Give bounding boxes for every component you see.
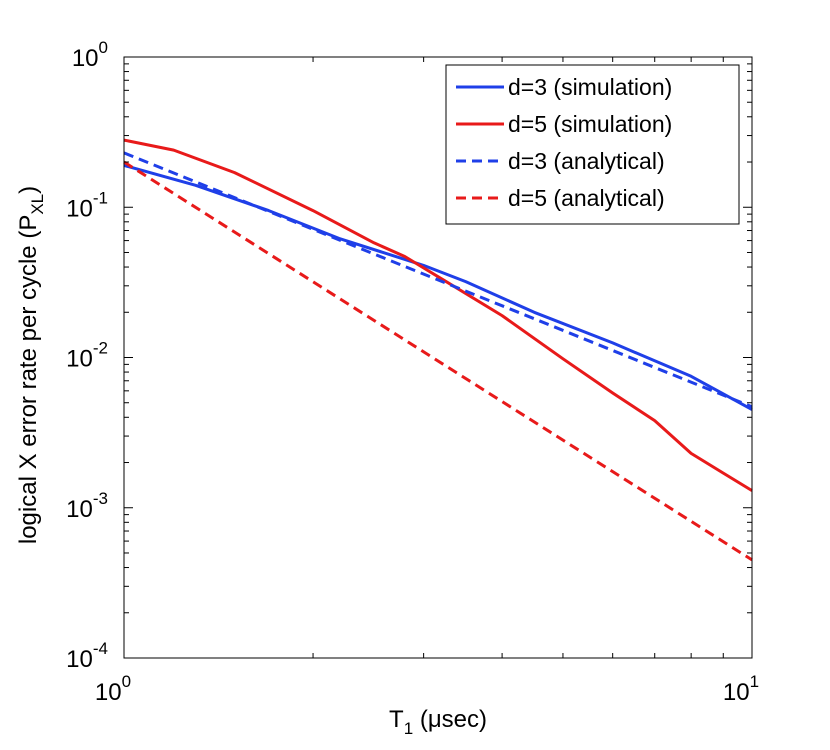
series-line-2 — [123, 138, 753, 492]
series-line-4 — [123, 160, 753, 562]
legend-label-2: d=5 (simulation) — [508, 111, 672, 137]
legend: d=3 (simulation) d=5 (simulation) d=3 (ana… — [445, 64, 740, 225]
x-axis-label: T1 (μsec) — [389, 706, 487, 738]
legend-label-4: d=5 (analytical) — [508, 185, 665, 211]
y-tick-label: 10-1 — [66, 188, 108, 222]
y-tick-label: 100 — [72, 38, 108, 72]
x-tick-label: 100 — [95, 672, 131, 706]
legend-label-3: d=3 (analytical) — [508, 148, 665, 174]
plot-lines — [123, 138, 753, 562]
y-tick-label: 10-4 — [66, 639, 108, 673]
legend-label-1: d=3 (simulation) — [508, 74, 672, 100]
y-tick-label: 10-3 — [66, 489, 108, 523]
series-line-3 — [123, 151, 753, 409]
y-tick-label: 10-2 — [66, 339, 108, 373]
x-tick-label: 101 — [723, 672, 759, 706]
y-axis-label: logical X error rate per cycle (PXL) — [15, 186, 47, 544]
axis-labels: T1 (μsec) logical X error rate per cycle … — [15, 186, 487, 738]
